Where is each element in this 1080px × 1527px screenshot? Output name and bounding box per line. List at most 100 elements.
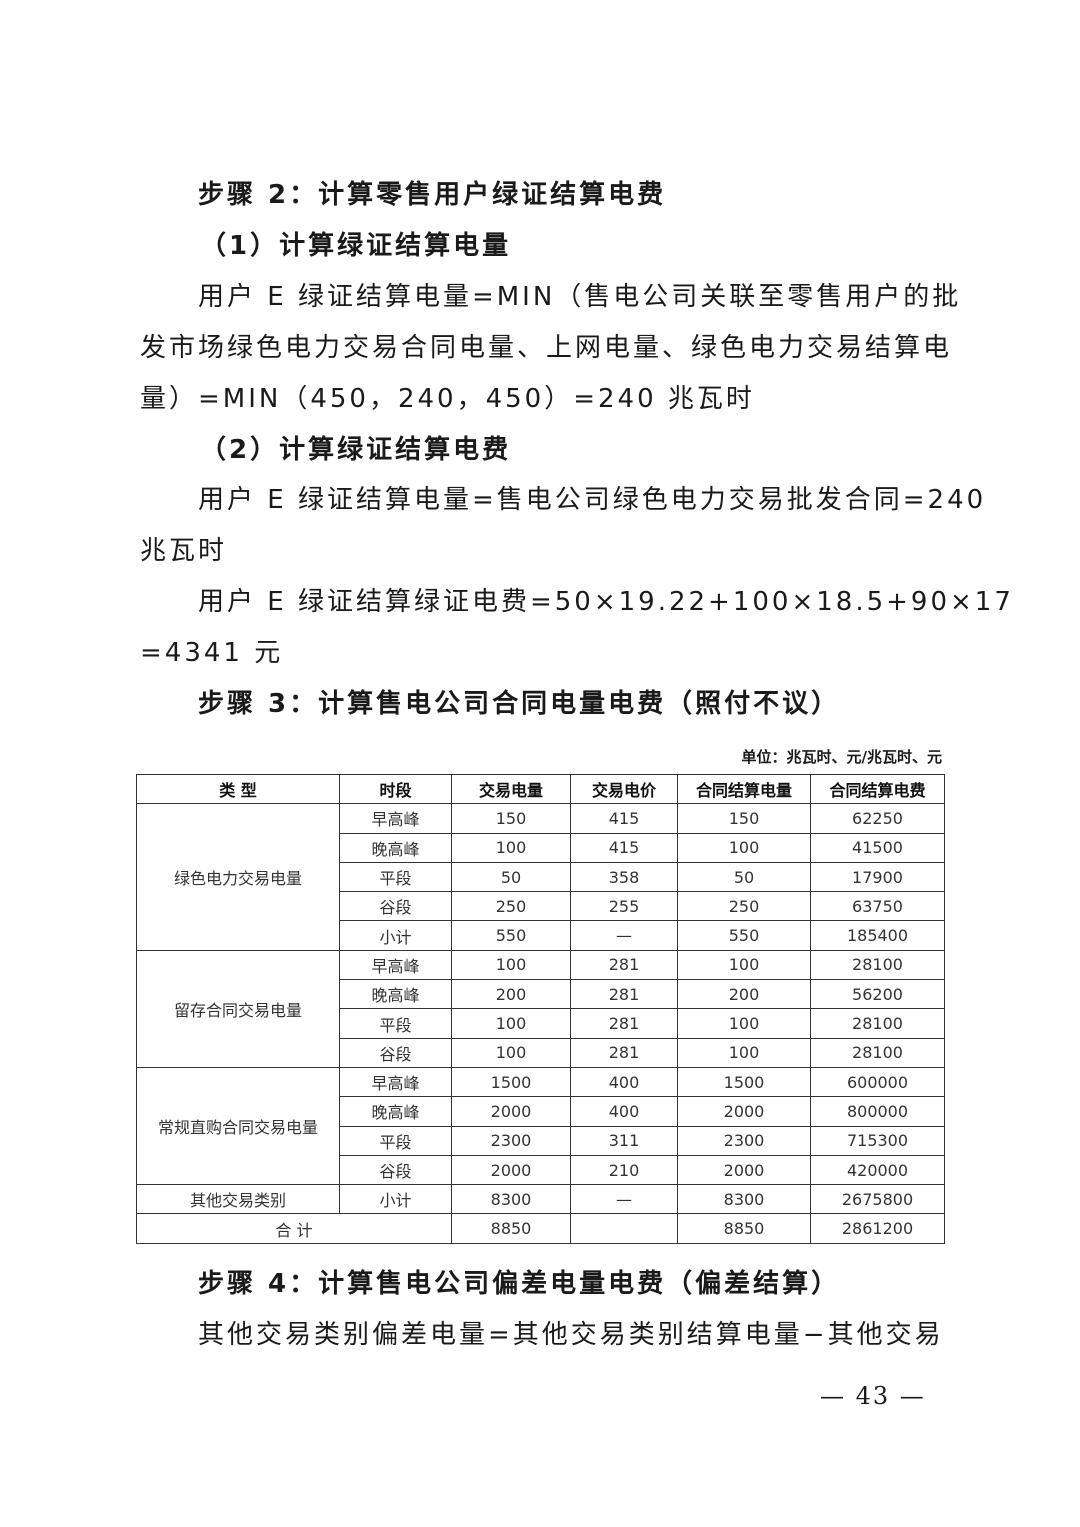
table-cell: 200 <box>451 979 571 1010</box>
settlement-table: 类 型时段 交易电量 交易电价 合同结算电量 合同结算电费 绿色电力交易电量 早高峰 150… <box>136 773 945 1244</box>
column-header: 合同结算电费 <box>810 773 945 805</box>
table-cell: 合 计 <box>136 1213 452 1244</box>
table-cell: 平段 <box>339 1125 452 1156</box>
table-row: 晚高峰 200 281 200 56200 <box>137 979 945 1010</box>
type-cell: 常规直购合同交易电量 <box>136 1066 340 1186</box>
table-cell: 415 <box>570 803 678 834</box>
table-cell: 2300 <box>451 1125 571 1156</box>
type-cell: 绿色电力交易电量 <box>136 803 340 951</box>
table-row: 平段 2300 311 2300 715300 <box>137 1125 945 1156</box>
type-cell: 留存合同交易电量 <box>136 949 340 1068</box>
paragraph: 用户 E 绿证结算电量=MIN（售电公司关联至零售用户的批 <box>198 282 962 312</box>
table-cell: 550 <box>451 920 571 951</box>
table-cell: 250 <box>451 891 571 922</box>
table-cell: 100 <box>677 1037 811 1068</box>
heading-step3: 步骤 3：计算售电公司合同电量电费（照付不议） <box>198 689 841 719</box>
table-cell: 2000 <box>677 1096 811 1127</box>
table-cell: 2861200 <box>810 1213 945 1244</box>
table-cell: 715300 <box>810 1125 945 1156</box>
table-cell: 2300 <box>677 1125 811 1156</box>
paragraph: 兆瓦时 <box>140 536 228 566</box>
table-cell: 415 <box>570 832 678 863</box>
table-cell: 28100 <box>810 1037 945 1068</box>
paragraph: 发市场绿色电力交易合同电量、上网电量、绿色电力交易结算电 <box>140 333 953 363</box>
column-header: 交易电价 <box>570 773 678 805</box>
table-cell: 281 <box>570 949 678 981</box>
table-row: 平段 50 358 50 17900 <box>137 861 945 893</box>
paragraph: 其他交易类别偏差电量=其他交易类别结算电量−其他交易 <box>198 1320 944 1350</box>
table-cell: 400 <box>570 1066 678 1098</box>
table-cell: 早高峰 <box>339 949 452 981</box>
table-cell: 平段 <box>339 1008 452 1039</box>
table-row: 小计 550—550 185400 <box>137 920 945 951</box>
table-row: 绿色电力交易电量 早高峰 150 415 150 62250 <box>136 803 945 951</box>
table-cell: 28100 <box>810 1008 945 1039</box>
subheading-1: （1）计算绿证结算电量 <box>200 231 512 261</box>
table-cell: 56200 <box>810 979 945 1010</box>
table-cell: 150 <box>451 803 571 834</box>
table-cell: 62250 <box>810 803 945 834</box>
table-cell: 2000 <box>677 1154 811 1186</box>
table-cell: 420000 <box>810 1154 945 1186</box>
table-cell: 185400 <box>810 920 945 951</box>
table-cell: 100 <box>677 832 811 863</box>
table-cell: — <box>570 920 678 951</box>
page-number: — 43 — <box>820 1382 926 1410</box>
table-cell: 150 <box>677 803 811 834</box>
table-cell: 晚高峰 <box>339 979 452 1010</box>
table-cell: 早高峰 <box>339 1066 452 1098</box>
table-cell: 600000 <box>810 1066 945 1098</box>
table-row: 谷段 250 255 250 63750 <box>137 891 945 922</box>
type-cell: 其他交易类别 <box>136 1184 340 1215</box>
table-cell: 358 <box>570 861 678 893</box>
table-cell: 2675800 <box>810 1184 945 1215</box>
table-cell: 400 <box>570 1096 678 1127</box>
paragraph: 量）=MIN（450，240，450）=240 兆瓦时 <box>140 384 755 414</box>
paragraph: 用户 E 绿证结算电量=售电公司绿色电力交易批发合同=240 <box>198 485 987 515</box>
table-cell: 早高峰 <box>339 803 452 834</box>
column-header: 合同结算电量 <box>677 773 811 805</box>
table-cell: 281 <box>570 1037 678 1068</box>
table-cell: 800000 <box>810 1096 945 1127</box>
table-row: 留存合同交易电量 早高峰 100 281 100 28100 <box>136 949 945 1068</box>
heading-step4: 步骤 4：计算售电公司偏差电量电费（偏差结算） <box>198 1269 841 1299</box>
table-cell: 281 <box>570 979 678 1010</box>
table-cell: 8850 <box>677 1213 811 1244</box>
table-cell: 100 <box>677 949 811 981</box>
table-row: 其他交易类别 小计 8300—8300 2675800 <box>136 1184 945 1215</box>
table-cell: 谷段 <box>339 1154 452 1186</box>
table-cell: 2000 <box>451 1096 571 1127</box>
table-cell: 41500 <box>810 832 945 863</box>
table-row: 谷段 2000 210 2000 420000 <box>137 1154 945 1186</box>
heading-step2: 步骤 2：计算零售用户绿证结算电费 <box>198 180 667 210</box>
table-row: 平段 100 281 100 28100 <box>137 1008 945 1039</box>
subheading-2: （2）计算绿证结算电费 <box>200 435 512 465</box>
table-cell: 谷段 <box>339 891 452 922</box>
table-cell: 100 <box>451 1008 571 1039</box>
table-cell: 17900 <box>810 861 945 893</box>
table-cell: 小计 <box>339 1184 452 1215</box>
column-header: 类 型 <box>136 773 340 805</box>
table-cell: 63750 <box>810 891 945 922</box>
paragraph: 用户 E 绿证结算绿证电费=50×19.22+100×18.5+90×17 <box>198 587 1014 617</box>
table-cell: 8300 <box>451 1184 571 1215</box>
table-cell: 28100 <box>810 949 945 981</box>
table-cell: 100 <box>677 1008 811 1039</box>
table-cell: 200 <box>677 979 811 1010</box>
table-cell: 小计 <box>339 920 452 951</box>
table-cell <box>570 1213 678 1244</box>
column-header: 交易电量 <box>451 773 571 805</box>
total-row: 合 计 8850 8850 2861200 <box>136 1213 945 1244</box>
table-unit: 单位：兆瓦时、元/兆瓦时、元 <box>741 748 942 766</box>
table-cell: 1500 <box>451 1066 571 1098</box>
table-cell: 550 <box>677 920 811 951</box>
table-row: 晚高峰 100 415 100 41500 <box>137 832 945 863</box>
table-cell: — <box>570 1184 678 1215</box>
table-cell: 100 <box>451 949 571 981</box>
table-cell: 晚高峰 <box>339 832 452 863</box>
table-cell: 谷段 <box>339 1037 452 1068</box>
table-cell: 250 <box>677 891 811 922</box>
table-cell: 210 <box>570 1154 678 1186</box>
table-cell: 281 <box>570 1008 678 1039</box>
table-row: 常规直购合同交易电量 早高峰 1500 400 1500 600000 <box>136 1066 945 1186</box>
